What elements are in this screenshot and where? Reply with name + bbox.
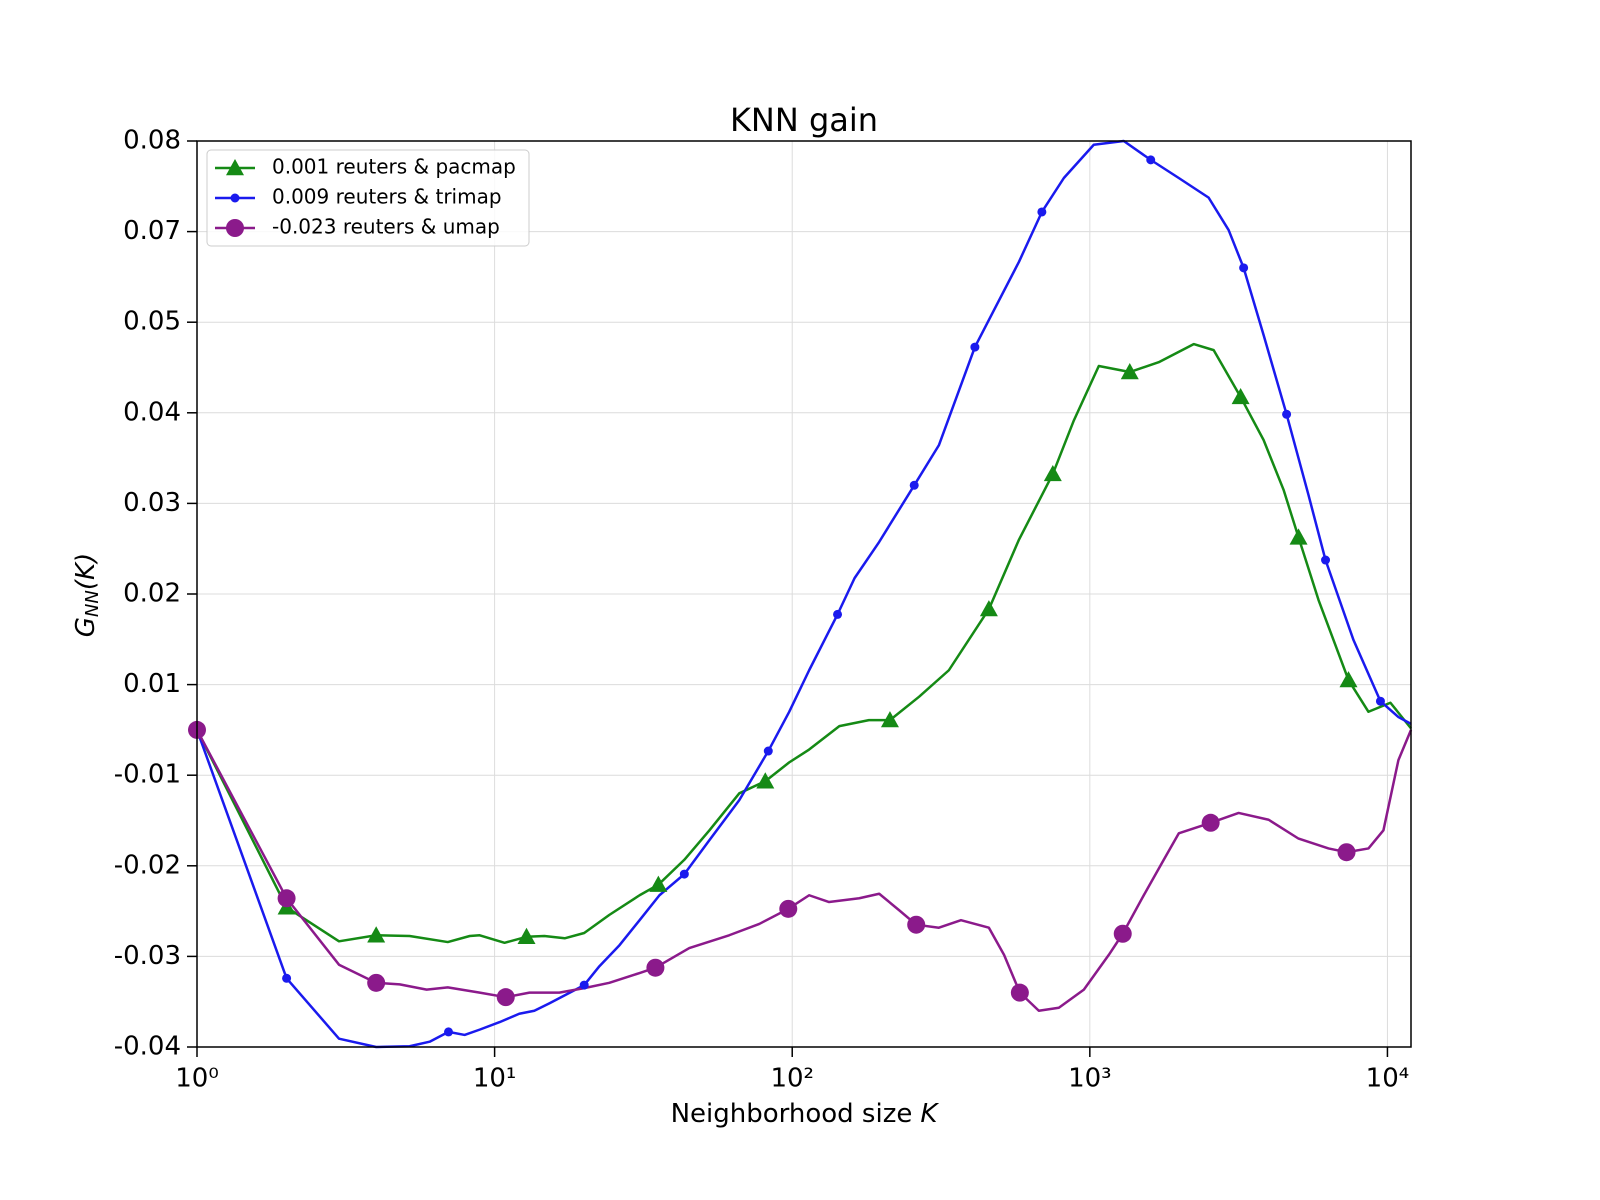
marker xyxy=(833,609,843,619)
marker xyxy=(1321,555,1331,565)
y-tick-label: 0.01 xyxy=(123,669,181,699)
y-tick-label: 0.02 xyxy=(123,579,181,609)
marker xyxy=(756,772,775,789)
x-axis-label: Neighborhood size K xyxy=(671,1099,940,1129)
y-label-subscript: NN xyxy=(82,590,103,617)
marker xyxy=(1201,813,1220,832)
y-axis-label: GNN(K) xyxy=(71,553,104,637)
marker xyxy=(1037,207,1047,217)
marker xyxy=(679,869,689,879)
marker xyxy=(282,973,292,983)
x-tick-label: 10³ xyxy=(1068,1064,1112,1094)
x-tick-label: 10² xyxy=(770,1064,814,1094)
marker xyxy=(1146,155,1156,165)
x-tick-label: 10⁴ xyxy=(1366,1064,1410,1094)
marker xyxy=(763,746,773,756)
marker xyxy=(1375,696,1385,706)
x-label-text: Neighborhood size xyxy=(671,1099,913,1129)
legend: 0.001 reuters & pacmap 0.009 reuters & tr… xyxy=(206,149,530,247)
legend-label: -0.023 reuters & umap xyxy=(272,215,500,239)
marker xyxy=(646,958,665,977)
marker xyxy=(909,480,919,490)
y-tick-label: 0.04 xyxy=(123,397,181,427)
y-tick-label: -0.01 xyxy=(114,760,181,790)
marker xyxy=(579,980,589,990)
marker xyxy=(1043,464,1062,482)
y-label-symbol: G xyxy=(71,617,101,637)
legend-label: 0.001 reuters & pacmap xyxy=(272,155,516,179)
marker xyxy=(880,711,899,728)
marker xyxy=(444,1027,454,1037)
marker xyxy=(1337,843,1356,862)
marker xyxy=(1239,263,1249,273)
marker xyxy=(649,875,668,892)
marker xyxy=(1010,983,1029,1002)
chart-title: KNN gain xyxy=(730,101,878,139)
series-line xyxy=(195,342,1412,945)
y-tick-label: 0.05 xyxy=(123,307,181,337)
marker xyxy=(979,600,998,617)
marker xyxy=(367,926,386,943)
marker xyxy=(1289,528,1308,545)
legend-marker xyxy=(230,193,240,203)
x-tick-label: 10⁰ xyxy=(175,1064,219,1094)
legend-marker xyxy=(226,159,244,176)
y-tick-label: -0.04 xyxy=(114,1032,181,1062)
y-tick-label: -0.02 xyxy=(114,850,181,880)
y-label-argument: (K) xyxy=(71,553,101,590)
marker xyxy=(907,915,926,934)
legend-marker xyxy=(226,219,244,237)
marker xyxy=(1339,671,1358,688)
y-tick-label: 0.08 xyxy=(123,126,181,156)
marker xyxy=(517,927,536,944)
marker xyxy=(1120,363,1139,380)
y-tick-label: -0.03 xyxy=(114,941,181,971)
legend-label: 0.009 reuters & trimap xyxy=(272,185,502,209)
series-line xyxy=(195,139,1412,1049)
marker xyxy=(277,889,296,908)
marker xyxy=(367,973,386,992)
legend-box xyxy=(206,149,530,247)
marker xyxy=(496,988,515,1007)
marker xyxy=(1113,924,1132,943)
plot-frame xyxy=(196,140,1412,1048)
marker xyxy=(970,342,980,352)
y-tick-label: 0.03 xyxy=(123,488,181,518)
x-label-variable: K xyxy=(920,1099,939,1129)
marker xyxy=(1231,387,1250,405)
x-tick-label: 10¹ xyxy=(473,1064,517,1094)
y-tick-label: 0.07 xyxy=(123,216,181,246)
marker xyxy=(1282,409,1292,419)
marker xyxy=(779,899,798,918)
